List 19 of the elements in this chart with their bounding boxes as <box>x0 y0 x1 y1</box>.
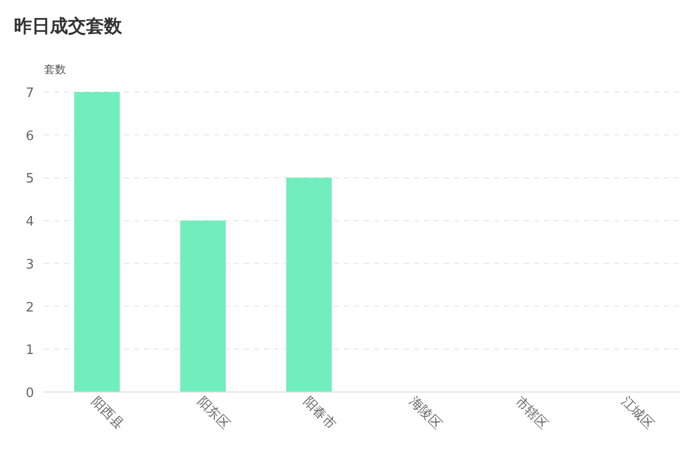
x-tick-label: 海陵区 <box>406 394 444 432</box>
x-tick-label: 阳东区 <box>194 394 232 432</box>
x-tick-label: 市辖区 <box>512 394 550 432</box>
y-tick-label: 6 <box>26 128 34 144</box>
y-tick-label: 7 <box>26 86 34 101</box>
y-tick-label: 2 <box>26 300 34 316</box>
y-tick-label: 1 <box>26 343 34 358</box>
y-axis-title: 套数 <box>44 63 66 76</box>
bar <box>74 92 120 392</box>
y-tick-label: 4 <box>26 214 34 230</box>
y-tick-label: 0 <box>26 386 34 401</box>
bar <box>286 178 332 392</box>
x-tick-label: 江城区 <box>618 394 656 432</box>
x-tick-label: 阳西县 <box>88 394 126 432</box>
y-tick-label: 5 <box>26 172 34 187</box>
y-tick-label: 3 <box>26 257 34 272</box>
chart-title: 昨日成交套数 <box>14 16 123 37</box>
bar <box>180 220 226 392</box>
x-tick-label: 阳春市 <box>300 394 338 432</box>
